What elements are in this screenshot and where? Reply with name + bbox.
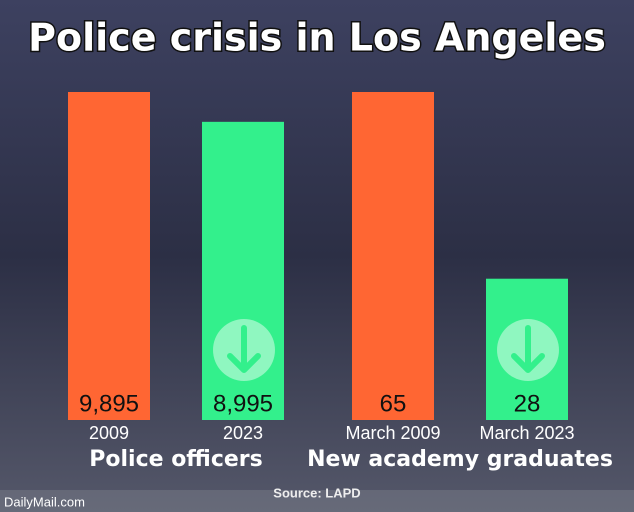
down-icon <box>497 319 559 381</box>
value-label: 28 <box>514 390 541 417</box>
bar <box>352 92 434 420</box>
value-label: 65 <box>380 390 407 417</box>
x-tick-label: March 2023 <box>479 423 574 443</box>
credit: DailyMail.com <box>4 494 85 509</box>
x-tick-label: 2009 <box>89 423 129 443</box>
chart-title: Police crisis in Los Angeles <box>28 16 606 60</box>
bar <box>68 92 150 420</box>
footer-band <box>0 490 634 512</box>
x-axis-title: New academy graduates <box>307 447 613 472</box>
value-label: 8,995 <box>213 390 273 417</box>
x-tick-label: 2023 <box>223 423 263 443</box>
value-label: 9,895 <box>79 390 139 417</box>
x-axis-title: Police officers <box>89 447 263 472</box>
x-tick-label: March 2009 <box>345 423 440 443</box>
down-icon <box>213 319 275 381</box>
source: Source: LAPD <box>273 485 360 500</box>
